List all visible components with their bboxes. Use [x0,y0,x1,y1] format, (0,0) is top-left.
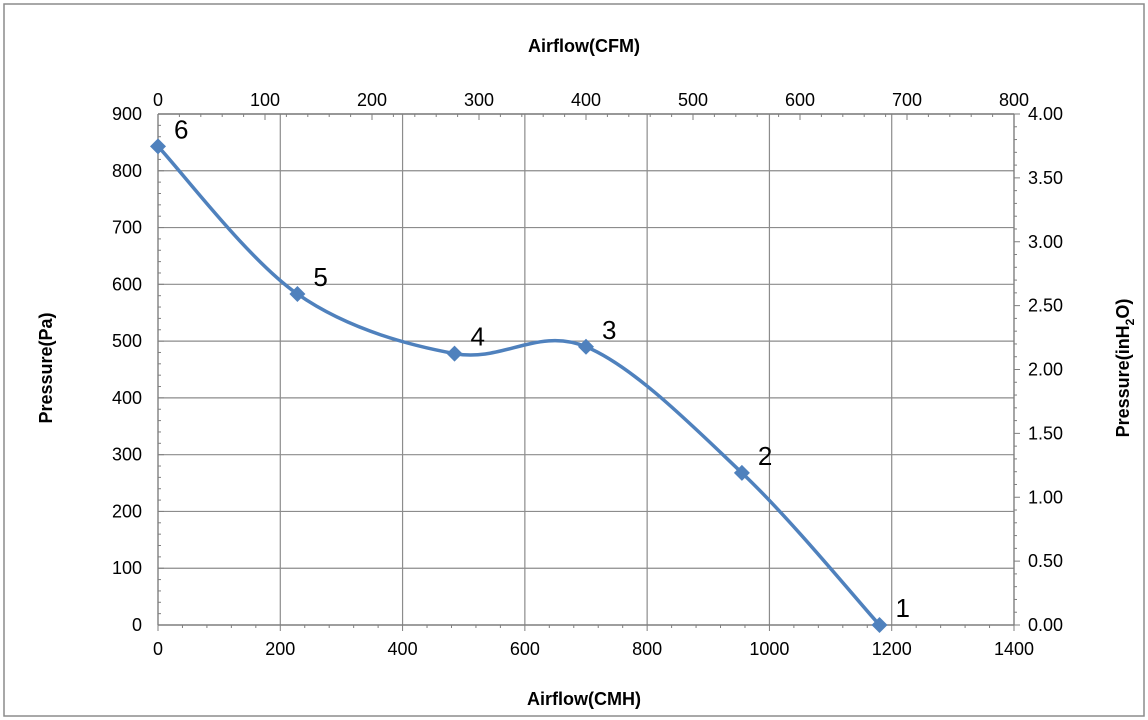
data-point-marker [578,338,594,355]
data-point-label: 3 [602,315,616,345]
data-point-marker [446,345,463,362]
y-right-tick-label: 0.00 [1028,615,1063,635]
x-top-tick-label: 300 [464,90,494,110]
y-left-tick-label: 100 [112,558,142,578]
y-left-tick-label: 300 [112,445,142,465]
data-point-label: 4 [471,322,485,352]
y-left-tick-label: 200 [112,501,142,521]
x-axis-bottom-title: Airflow(CMH) [527,689,641,709]
data-point-label: 5 [313,262,327,292]
y-right-tick-label: 3.50 [1028,168,1063,188]
x-bottom-tick-label: 600 [510,639,540,659]
chart-border [3,3,1145,717]
data-point-marker [150,138,166,155]
data-point-label: 1 [895,593,909,623]
y-right-tick-label: 0.50 [1028,551,1063,571]
y-axis-right-title: Pressure(inH2O) [1113,299,1137,438]
series-line [156,145,881,627]
y-axis-left-title: Pressure(Pa) [36,312,56,423]
y-left-tick-label: 900 [112,104,142,124]
y-right-tick-label: 2.50 [1028,296,1063,316]
x-bottom-tick-label: 400 [388,639,418,659]
y-axis-right-title-end: O) [1113,299,1133,319]
x-bottom-tick-label: 200 [265,639,295,659]
y-axis-right-title-main: Pressure(inH [1113,325,1133,437]
data-point-marker [733,464,750,481]
y-right-tick-label: 1.50 [1028,423,1063,443]
data-point-label: 2 [758,441,772,471]
x-bottom-tick-label: 1000 [749,639,789,659]
x-top-tick-label: 800 [999,90,1029,110]
grid-lines [158,113,1014,625]
tick-marks [157,113,1020,631]
data-series: 6 5 4 3 2 1 [150,114,910,633]
y-left-tick-label: 400 [112,388,142,408]
x-bottom-tick-label: 1200 [872,639,912,659]
y-left-tick-label: 600 [112,274,142,294]
y-right-tick-label: 4.00 [1028,104,1063,124]
x-top-tick-label: 600 [785,90,815,110]
y-left-tick-label: 0 [132,615,142,635]
data-point-label: 6 [174,114,188,144]
x-axis-top-title: Airflow(CFM) [528,36,640,56]
y-left-tick-label: 700 [112,218,142,238]
x-top-tick-label: 200 [357,90,387,110]
x-top-tick-label: 0 [153,90,163,110]
y-axis-right-title-subscript: 2 [1123,318,1137,325]
x-bottom-tick-label: 800 [632,639,662,659]
x-bottom-tick-label: 1400 [994,639,1034,659]
y-right-tick-label: 2.00 [1028,360,1063,380]
x-bottom-tick-label: 0 [153,639,163,659]
x-top-tick-label: 500 [678,90,708,110]
x-top-tick-label: 400 [571,90,601,110]
x-top-tick-label: 700 [892,90,922,110]
data-point-marker [871,617,888,633]
x-top-tick-label: 100 [250,90,280,110]
y-right-tick-label: 3.00 [1028,232,1063,252]
data-point-marker [289,285,306,302]
y-right-tick-label: 1.00 [1028,487,1063,507]
y-left-tick-label: 800 [112,161,142,181]
y-left-tick-label: 500 [112,331,142,351]
